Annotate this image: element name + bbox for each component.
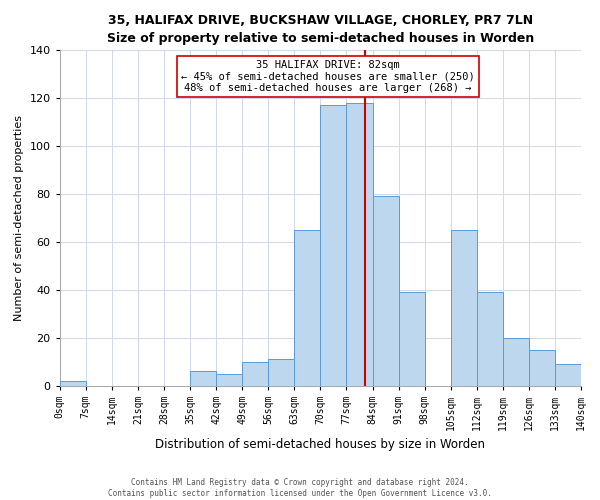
Bar <box>555 364 581 386</box>
Bar <box>268 359 294 386</box>
Bar <box>59 380 86 386</box>
Bar <box>216 374 242 386</box>
Title: 35, HALIFAX DRIVE, BUCKSHAW VILLAGE, CHORLEY, PR7 7LN
Size of property relative : 35, HALIFAX DRIVE, BUCKSHAW VILLAGE, CHO… <box>107 14 534 45</box>
Text: Contains HM Land Registry data © Crown copyright and database right 2024.
Contai: Contains HM Land Registry data © Crown c… <box>108 478 492 498</box>
Bar <box>320 106 346 386</box>
Bar <box>242 362 268 386</box>
Bar <box>477 292 503 386</box>
Bar <box>529 350 555 386</box>
Text: 35 HALIFAX DRIVE: 82sqm
← 45% of semi-detached houses are smaller (250)
48% of s: 35 HALIFAX DRIVE: 82sqm ← 45% of semi-de… <box>181 60 475 93</box>
Bar <box>294 230 320 386</box>
X-axis label: Distribution of semi-detached houses by size in Worden: Distribution of semi-detached houses by … <box>155 438 485 451</box>
Y-axis label: Number of semi-detached properties: Number of semi-detached properties <box>14 115 24 321</box>
Bar <box>346 103 373 386</box>
Bar <box>190 371 216 386</box>
Bar <box>398 292 425 386</box>
Bar <box>451 230 477 386</box>
Bar <box>503 338 529 386</box>
Bar <box>373 196 398 386</box>
